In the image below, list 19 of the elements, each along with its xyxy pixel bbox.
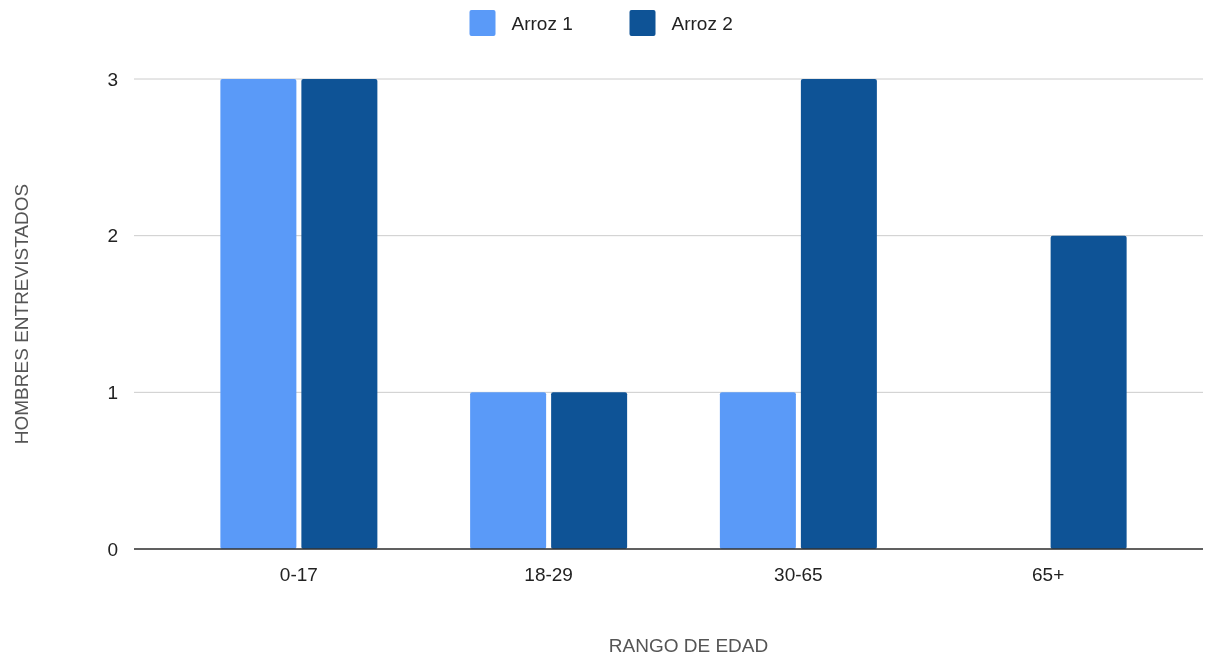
bar	[551, 392, 628, 549]
x-tick-label: 65+	[1032, 564, 1065, 585]
x-axis-title: RANGO DE EDAD	[608, 635, 769, 656]
y-tick-label: 1	[107, 381, 118, 403]
bar	[301, 79, 378, 549]
bar	[220, 79, 297, 549]
y-tick-label: 3	[107, 68, 118, 90]
x-tick-label: 30-65	[774, 564, 823, 585]
legend-label: Arroz 1	[511, 12, 573, 34]
y-axis-title: HOMBRES ENTREVISTADOS	[11, 183, 32, 445]
bar	[470, 392, 547, 549]
y-tick-label: 0	[107, 538, 118, 560]
x-tick-label: 0-17	[279, 564, 318, 585]
bar	[800, 79, 877, 549]
y-tick-label: 2	[107, 225, 118, 247]
bar	[1050, 235, 1127, 549]
legend-label: Arroz 2	[671, 12, 733, 34]
x-tick-label: 18-29	[524, 564, 573, 585]
bar	[719, 392, 796, 549]
